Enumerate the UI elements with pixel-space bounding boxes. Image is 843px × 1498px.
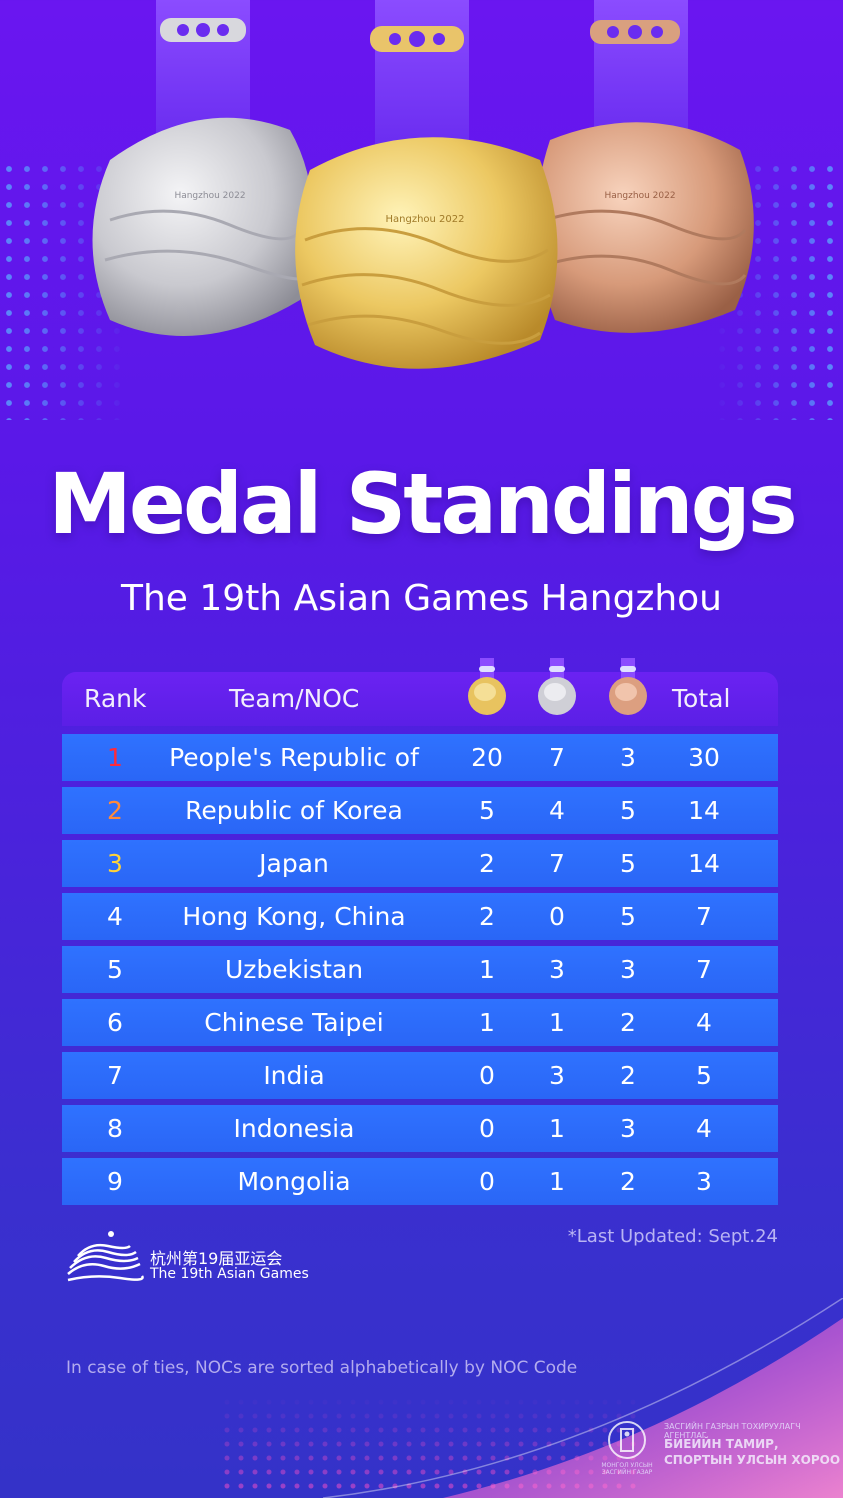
bronze-count: 3: [620, 1114, 636, 1143]
table-row: 2 Republic of Korea 5 4 5 14: [62, 787, 778, 834]
table-row: 6 Chinese Taipei 1 1 2 4: [62, 999, 778, 1046]
table-row: 8 Indonesia 0 1 3 4: [62, 1105, 778, 1152]
total-count: 14: [688, 796, 720, 825]
medals-illustration: Hangzhou 2022 Hangzhou 2022 Hangzhou 202…: [92, 0, 754, 369]
header-total: Total: [672, 684, 731, 713]
team-cell: Japan: [259, 849, 329, 878]
mongolia-emblem-icon: [608, 1421, 646, 1459]
gold-count: 20: [471, 743, 503, 772]
rank-cell: 7: [107, 1061, 123, 1090]
logo-english-text: The 19th Asian Games: [150, 1266, 309, 1282]
table-row: 1 People's Republic of China 20 7 3 30: [62, 734, 778, 819]
svg-text:Hangzhou 2022: Hangzhou 2022: [385, 214, 464, 225]
government-logo: МОНГОЛ УЛСЫН ЗАСГИЙН ГАЗАР ЗАСГИЙН ГАЗРЫ…: [594, 1418, 840, 1478]
logo-chinese-text: 杭州第19届亚运会: [150, 1249, 283, 1268]
team-cell: Indonesia: [233, 1114, 355, 1143]
page-title: Medal Standings: [48, 455, 797, 553]
svg-text:Hangzhou 2022: Hangzhou 2022: [604, 191, 675, 201]
rank-cell: 5: [107, 955, 123, 984]
bronze-medal-icon: [609, 658, 647, 715]
rank-cell: 3: [107, 849, 123, 878]
header-team: Team/NOC: [229, 684, 360, 713]
rank-cell: 8: [107, 1114, 123, 1143]
agency-line: ЗАСГИЙН ГАЗРЫН ТОХИРУУЛАГЧ АГЕНТЛАГ: [664, 1422, 801, 1440]
total-count: 4: [696, 1114, 712, 1143]
ties-note: In case of ties, NOCs are sorted alphabe…: [66, 1358, 578, 1378]
last-updated: *Last Updated: Sept.24: [567, 1226, 778, 1247]
silver-medal-icon: [538, 658, 576, 715]
silver-count: 1: [549, 1114, 565, 1143]
bronze-count: 5: [620, 796, 636, 825]
team-cell: Uzbekistan: [224, 955, 364, 984]
asian-games-logo: 杭州第19届亚运会 The 19th Asian Games: [64, 1230, 324, 1290]
table-row: 7 India 0 3 2 5: [62, 1052, 778, 1099]
silver-count: 7: [549, 849, 565, 878]
gold-count: 2: [479, 902, 495, 931]
page-subtitle: The 19th Asian Games Hangzhou: [120, 578, 722, 619]
rank-cell: 6: [107, 1008, 123, 1037]
committee-name: БИЕИЙН ТАМИР, СПОРТЫН УЛСЫН ХОРОО: [664, 1437, 841, 1467]
total-count: 5: [696, 1061, 712, 1090]
total-count: 7: [696, 955, 712, 984]
total-count: 7: [696, 902, 712, 931]
team-cell: Republic of Korea: [185, 796, 403, 825]
total-count: 30: [688, 743, 720, 772]
bronze-count: 5: [620, 849, 636, 878]
total-count: 3: [696, 1167, 712, 1196]
silver-count: 3: [549, 955, 565, 984]
team-cell: India: [263, 1061, 325, 1090]
silver-count: 3: [549, 1061, 565, 1090]
table-row: 9 Mongolia 0 1 2 3: [62, 1158, 778, 1205]
total-count: 4: [696, 1008, 712, 1037]
hangzhou-emblem-icon: [67, 1231, 144, 1282]
rank-cell: 2: [107, 796, 123, 825]
rank-cell: 1: [107, 743, 123, 772]
decorative-swoosh: [323, 1298, 843, 1498]
team-cell: People's Republic of China: [169, 743, 419, 819]
header-rank: Rank: [84, 684, 147, 713]
gold-count: 0: [479, 1114, 495, 1143]
silver-count: 7: [549, 743, 565, 772]
gold-count: 5: [479, 796, 495, 825]
bronze-count: 5: [620, 902, 636, 931]
table-row: 5 Uzbekistan 1 3 3 7: [62, 946, 778, 993]
team-cell: Mongolia: [237, 1167, 351, 1196]
table-row: 3 Japan 2 7 5 14: [62, 840, 778, 887]
total-count: 14: [688, 849, 720, 878]
gold-count: 2: [479, 849, 495, 878]
silver-count: 1: [549, 1008, 565, 1037]
gold-count: 1: [479, 1008, 495, 1037]
team-cell: Hong Kong, China: [182, 902, 406, 931]
silver-count: 0: [549, 902, 565, 931]
bronze-count: 3: [620, 743, 636, 772]
emblem-caption: МОНГОЛ УЛСЫН ЗАСГИЙН ГАЗАР: [601, 1462, 653, 1476]
bronze-count: 3: [620, 955, 636, 984]
bronze-count: 2: [620, 1008, 636, 1037]
silver-count: 1: [549, 1167, 565, 1196]
rank-cell: 9: [107, 1167, 123, 1196]
gold-count: 1: [479, 955, 495, 984]
bronze-count: 2: [620, 1061, 636, 1090]
gold-count: 0: [479, 1167, 495, 1196]
gold-medal-icon: [468, 658, 506, 715]
bronze-count: 2: [620, 1167, 636, 1196]
team-cell: Chinese Taipei: [204, 1008, 384, 1037]
rank-cell: 4: [107, 902, 123, 931]
gold-count: 0: [479, 1061, 495, 1090]
table-row: 4 Hong Kong, China 2 0 5 7: [62, 893, 778, 940]
table-header: Rank Team/NOC Total: [62, 658, 778, 726]
medal-table: Rank Team/NOC Total 1 People's Republic o…: [62, 658, 778, 1205]
svg-text:Hangzhou 2022: Hangzhou 2022: [174, 191, 245, 201]
silver-count: 4: [549, 796, 565, 825]
